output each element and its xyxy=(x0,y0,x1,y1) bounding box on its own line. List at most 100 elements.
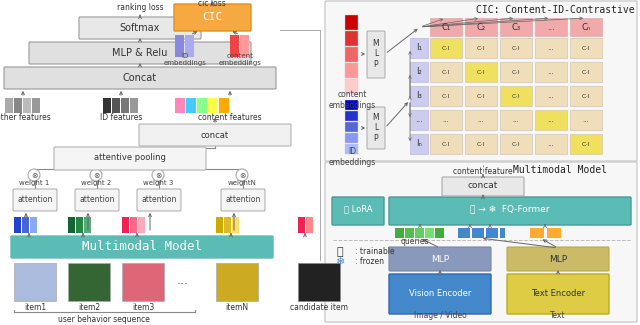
Bar xyxy=(345,100,358,110)
FancyBboxPatch shape xyxy=(54,147,206,170)
Bar xyxy=(175,98,185,113)
FancyBboxPatch shape xyxy=(13,189,57,211)
Text: Softmax: Softmax xyxy=(120,23,160,33)
FancyBboxPatch shape xyxy=(389,197,631,225)
FancyBboxPatch shape xyxy=(367,107,385,149)
Text: C·I: C·I xyxy=(512,141,520,147)
Bar xyxy=(465,86,497,106)
Bar xyxy=(345,144,358,154)
Bar xyxy=(500,86,532,106)
Text: ⊗: ⊗ xyxy=(239,171,245,179)
Text: ⊗: ⊗ xyxy=(93,171,99,179)
Bar xyxy=(121,98,129,113)
FancyBboxPatch shape xyxy=(221,189,265,211)
Bar xyxy=(530,228,544,238)
Bar xyxy=(570,86,602,106)
Bar xyxy=(547,228,561,238)
Text: ID
embeddings: ID embeddings xyxy=(328,147,376,167)
Text: itemN: itemN xyxy=(225,303,248,311)
FancyBboxPatch shape xyxy=(325,162,637,322)
Bar xyxy=(298,263,340,301)
Bar xyxy=(430,62,462,82)
Bar xyxy=(500,62,532,82)
Bar xyxy=(458,228,470,238)
Bar xyxy=(14,217,21,233)
FancyBboxPatch shape xyxy=(137,189,181,211)
Bar xyxy=(570,38,602,58)
Text: ...: ... xyxy=(477,117,484,123)
Text: 🔥 → ❄  FQ-Former: 🔥 → ❄ FQ-Former xyxy=(470,204,550,214)
Text: ...: ... xyxy=(548,69,554,75)
Bar xyxy=(298,217,305,233)
Text: queries: queries xyxy=(401,238,429,246)
Text: candidate item: candidate item xyxy=(290,303,348,311)
Text: ...: ... xyxy=(513,117,520,123)
Text: ⊗: ⊗ xyxy=(31,171,37,179)
FancyBboxPatch shape xyxy=(139,124,291,146)
Bar xyxy=(465,134,497,154)
Text: C·I: C·I xyxy=(442,94,450,98)
Text: ...: ... xyxy=(177,274,189,287)
Bar xyxy=(68,263,110,301)
Bar xyxy=(216,217,223,233)
Bar xyxy=(570,62,602,82)
Bar xyxy=(230,35,239,57)
Text: ...: ... xyxy=(582,117,589,123)
Bar xyxy=(185,35,194,57)
Bar xyxy=(435,228,444,238)
Bar xyxy=(405,228,414,238)
Text: I₃: I₃ xyxy=(416,92,422,100)
Text: C₁: C₁ xyxy=(442,22,451,32)
FancyBboxPatch shape xyxy=(442,177,524,196)
Text: weight 3: weight 3 xyxy=(143,180,173,186)
Text: Text: Text xyxy=(550,311,566,320)
Text: MLP & Relu: MLP & Relu xyxy=(112,48,168,58)
Text: C₃: C₃ xyxy=(511,22,520,32)
Bar xyxy=(208,98,218,113)
Bar xyxy=(410,134,428,154)
Text: C·I: C·I xyxy=(512,70,520,74)
Text: Vision Encoder: Vision Encoder xyxy=(409,290,471,298)
Text: weight 2: weight 2 xyxy=(81,180,111,186)
FancyBboxPatch shape xyxy=(75,189,119,211)
Bar xyxy=(570,110,602,130)
Bar xyxy=(23,98,31,113)
Text: Multimodal Model: Multimodal Model xyxy=(513,165,607,175)
Text: weight 1: weight 1 xyxy=(19,180,49,186)
Bar xyxy=(472,228,484,238)
Text: user behavior sequence: user behavior sequence xyxy=(58,316,150,324)
Text: attention: attention xyxy=(225,196,260,204)
Text: 🔥 LoRA: 🔥 LoRA xyxy=(344,204,372,214)
Bar xyxy=(30,217,37,233)
Text: C·I: C·I xyxy=(477,141,485,147)
Bar xyxy=(570,134,602,154)
Bar xyxy=(535,86,567,106)
Text: Cₙ: Cₙ xyxy=(581,22,591,32)
Text: cic loss: cic loss xyxy=(198,0,226,7)
Bar xyxy=(122,217,129,233)
Text: I₂: I₂ xyxy=(416,68,422,76)
Circle shape xyxy=(236,169,248,181)
Bar xyxy=(535,38,567,58)
Circle shape xyxy=(152,169,164,181)
Text: C·I: C·I xyxy=(477,94,485,98)
Bar xyxy=(345,111,358,121)
Bar xyxy=(232,217,239,233)
Bar xyxy=(5,98,13,113)
Bar xyxy=(14,98,22,113)
Bar xyxy=(465,110,497,130)
Text: C·I: C·I xyxy=(582,46,590,50)
Text: attention: attention xyxy=(141,196,177,204)
Bar xyxy=(535,110,567,130)
Bar xyxy=(465,62,497,82)
Circle shape xyxy=(28,169,40,181)
Bar xyxy=(345,133,358,143)
Text: Multimodal Model: Multimodal Model xyxy=(82,240,202,254)
Bar xyxy=(219,98,229,113)
Text: attention: attention xyxy=(79,196,115,204)
Bar xyxy=(500,110,532,130)
Text: content
embeddings: content embeddings xyxy=(219,54,261,67)
FancyBboxPatch shape xyxy=(29,42,251,64)
FancyBboxPatch shape xyxy=(507,274,609,314)
Text: Iₙ: Iₙ xyxy=(416,139,422,149)
